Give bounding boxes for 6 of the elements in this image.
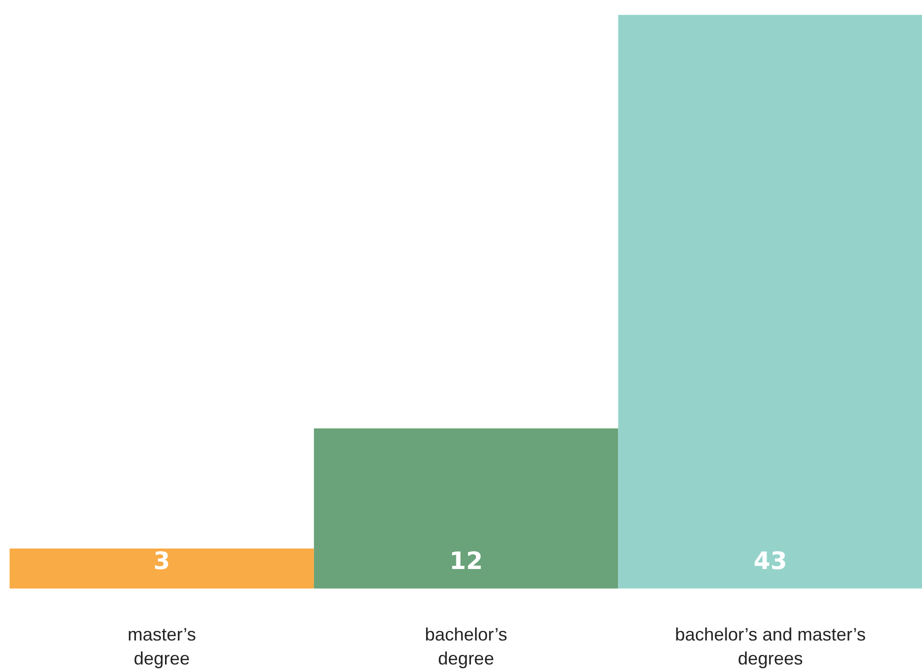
x-tick-label: master’s degree	[128, 624, 196, 668]
x-tick-label: bachelor’s degree	[424, 624, 508, 668]
data-label: 12	[449, 546, 483, 575]
data-label: 43	[754, 546, 788, 575]
data-label: 3	[153, 546, 170, 575]
x-tick-label: bachelor’s and master’s degrees	[674, 624, 866, 668]
